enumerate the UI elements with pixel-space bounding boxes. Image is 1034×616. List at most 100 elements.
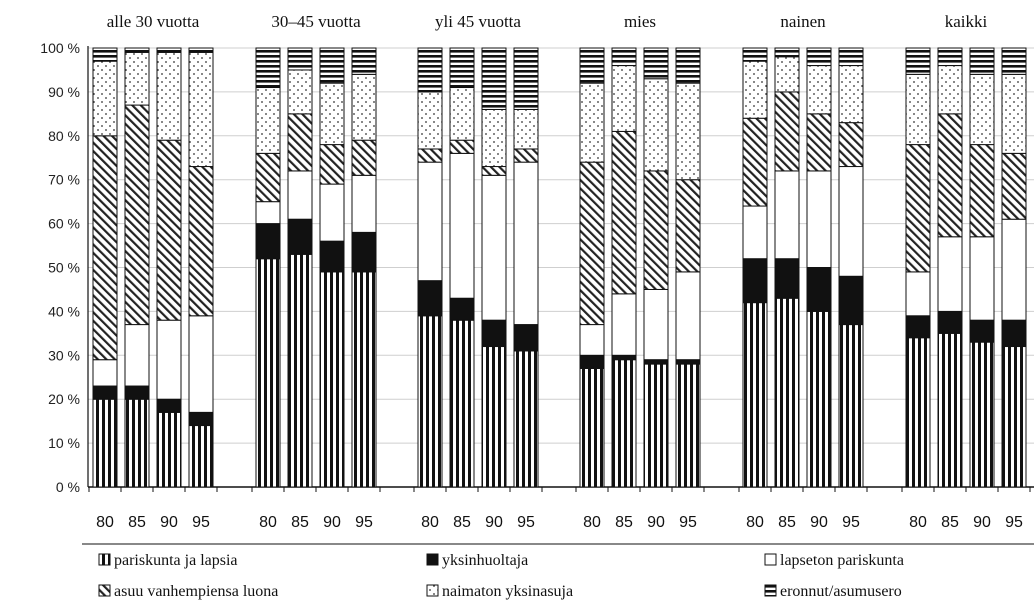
bar-segment-eronnut-asumusero bbox=[189, 48, 213, 52]
x-tick-label: 80 bbox=[96, 514, 114, 531]
bar-segment-naimaton-yksinasuja bbox=[482, 109, 506, 166]
bar-segment-naimaton-yksinasuja bbox=[125, 52, 149, 105]
bar-segment-pariskunta-ja-lapsia bbox=[938, 333, 962, 487]
x-tick-label: 90 bbox=[973, 514, 991, 531]
y-tick-label: 90 % bbox=[48, 84, 80, 100]
bar-segment-eronnut-asumusero bbox=[352, 48, 376, 74]
legend-item-naimaton-yksinasuja: naimaton yksinasuja bbox=[427, 583, 573, 600]
bar-segment-naimaton-yksinasuja bbox=[1002, 74, 1026, 153]
bar-segment-eronnut-asumusero bbox=[839, 48, 863, 66]
x-tick-label: 90 bbox=[323, 514, 341, 531]
bar-segment-yksinhuoltaja bbox=[482, 320, 506, 346]
bar-segment-yksinhuoltaja bbox=[970, 320, 994, 342]
x-tick-label: 95 bbox=[1005, 514, 1023, 531]
bar-segment-yksinhuoltaja bbox=[644, 360, 668, 364]
legend-label: yksinhuoltaja bbox=[442, 552, 528, 569]
legend-item-lapseton-pariskunta: lapseton pariskunta bbox=[765, 552, 904, 569]
legend-item-asuu-vanhempiensa-luona: asuu vanhempiensa luona bbox=[99, 583, 278, 600]
y-tick-label: 80 % bbox=[48, 128, 80, 144]
legend-swatch bbox=[99, 585, 110, 596]
bar-segment-eronnut-asumusero bbox=[970, 48, 994, 74]
bar-segment-yksinhuoltaja bbox=[256, 224, 280, 259]
bar-segment-eronnut-asumusero bbox=[256, 48, 280, 88]
bar-segment-asuu-vanhempiensa-luona bbox=[938, 114, 962, 237]
bar-segment-yksinhuoltaja bbox=[938, 311, 962, 333]
bar-segment-yksinhuoltaja bbox=[514, 325, 538, 351]
bar-segment-eronnut-asumusero bbox=[418, 48, 442, 92]
bar-segment-eronnut-asumusero bbox=[775, 48, 799, 57]
legend-label: asuu vanhempiensa luona bbox=[114, 583, 278, 600]
grid-layer bbox=[88, 48, 1034, 443]
bar-segment-pariskunta-ja-lapsia bbox=[256, 259, 280, 487]
bar-segment-asuu-vanhempiensa-luona bbox=[676, 180, 700, 272]
legend-label: pariskunta ja lapsia bbox=[114, 552, 238, 569]
bar-segment-lapseton-pariskunta bbox=[970, 237, 994, 320]
bar-segment-eronnut-asumusero bbox=[1002, 48, 1026, 74]
y-tick-label: 0 % bbox=[56, 479, 80, 495]
bar-segment-pariskunta-ja-lapsia bbox=[906, 338, 930, 487]
bar-segment-lapseton-pariskunta bbox=[938, 237, 962, 312]
bar-segment-lapseton-pariskunta bbox=[418, 162, 442, 281]
bar-segment-naimaton-yksinasuja bbox=[612, 66, 636, 132]
bar-segment-eronnut-asumusero bbox=[807, 48, 831, 66]
bar-segment-yksinhuoltaja bbox=[580, 355, 604, 368]
bar-segment-eronnut-asumusero bbox=[906, 48, 930, 74]
bar-segment-yksinhuoltaja bbox=[352, 232, 376, 272]
bar-segment-naimaton-yksinasuja bbox=[256, 88, 280, 154]
bar-segment-asuu-vanhempiensa-luona bbox=[743, 118, 767, 206]
bar-segment-pariskunta-ja-lapsia bbox=[612, 360, 636, 487]
group-title: yli 45 vuotta bbox=[435, 12, 521, 31]
y-tick-label: 20 % bbox=[48, 391, 80, 407]
bar-segment-pariskunta-ja-lapsia bbox=[1002, 347, 1026, 487]
x-tick-label: 85 bbox=[453, 514, 471, 531]
bar-segment-lapseton-pariskunta bbox=[288, 171, 312, 219]
bar-segment-eronnut-asumusero bbox=[125, 48, 149, 52]
bar-segment-asuu-vanhempiensa-luona bbox=[288, 114, 312, 171]
x-tick-label: 95 bbox=[192, 514, 210, 531]
y-tick-label: 10 % bbox=[48, 435, 80, 451]
bar-segment-asuu-vanhempiensa-luona bbox=[775, 92, 799, 171]
bar-segment-naimaton-yksinasuja bbox=[676, 83, 700, 180]
bar-segment-yksinhuoltaja bbox=[839, 276, 863, 324]
bar-segment-asuu-vanhempiensa-luona bbox=[256, 153, 280, 201]
bar-segment-yksinhuoltaja bbox=[125, 386, 149, 399]
bar-segment-yksinhuoltaja bbox=[157, 399, 181, 412]
bar-segment-naimaton-yksinasuja bbox=[580, 83, 604, 162]
bar-segment-lapseton-pariskunta bbox=[1002, 219, 1026, 320]
bar-segment-naimaton-yksinasuja bbox=[418, 92, 442, 149]
y-tick-label: 100 % bbox=[40, 40, 80, 56]
bar-segment-naimaton-yksinasuja bbox=[514, 109, 538, 149]
bar-segment-asuu-vanhempiensa-luona bbox=[839, 123, 863, 167]
bar-segment-pariskunta-ja-lapsia bbox=[189, 426, 213, 487]
legend-label: naimaton yksinasuja bbox=[442, 583, 573, 600]
bar-segment-pariskunta-ja-lapsia bbox=[807, 311, 831, 487]
bar-segment-lapseton-pariskunta bbox=[320, 184, 344, 241]
bar-segment-yksinhuoltaja bbox=[320, 241, 344, 272]
bar-segment-yksinhuoltaja bbox=[775, 259, 799, 299]
bar-segment-asuu-vanhempiensa-luona bbox=[1002, 153, 1026, 219]
group-title: 30–45 vuotta bbox=[271, 12, 361, 31]
bar-segment-lapseton-pariskunta bbox=[514, 162, 538, 324]
bar-segment-eronnut-asumusero bbox=[938, 48, 962, 66]
bar-segment-naimaton-yksinasuja bbox=[450, 88, 474, 141]
bar-segment-naimaton-yksinasuja bbox=[775, 57, 799, 92]
legend-item-eronnut-asumusero: eronnut/asumusero bbox=[765, 583, 902, 600]
x-tick-label: 85 bbox=[778, 514, 796, 531]
x-tick-label: 80 bbox=[583, 514, 601, 531]
bar-segment-yksinhuoltaja bbox=[93, 386, 117, 399]
bar-segment-naimaton-yksinasuja bbox=[189, 52, 213, 166]
bar-segment-asuu-vanhempiensa-luona bbox=[93, 136, 117, 360]
bar-segment-eronnut-asumusero bbox=[482, 48, 506, 109]
x-tick-label: 90 bbox=[810, 514, 828, 531]
bar-segment-asuu-vanhempiensa-luona bbox=[644, 171, 668, 290]
bar-segment-naimaton-yksinasuja bbox=[906, 74, 930, 144]
bar-segment-asuu-vanhempiensa-luona bbox=[320, 145, 344, 185]
bar-segment-yksinhuoltaja bbox=[807, 268, 831, 312]
group-title: nainen bbox=[780, 12, 826, 31]
bar-segment-yksinhuoltaja bbox=[1002, 320, 1026, 346]
legend-label: eronnut/asumusero bbox=[780, 583, 902, 600]
bar-segment-yksinhuoltaja bbox=[450, 298, 474, 320]
x-tick-label: 85 bbox=[941, 514, 959, 531]
bar-segment-eronnut-asumusero bbox=[320, 48, 344, 83]
